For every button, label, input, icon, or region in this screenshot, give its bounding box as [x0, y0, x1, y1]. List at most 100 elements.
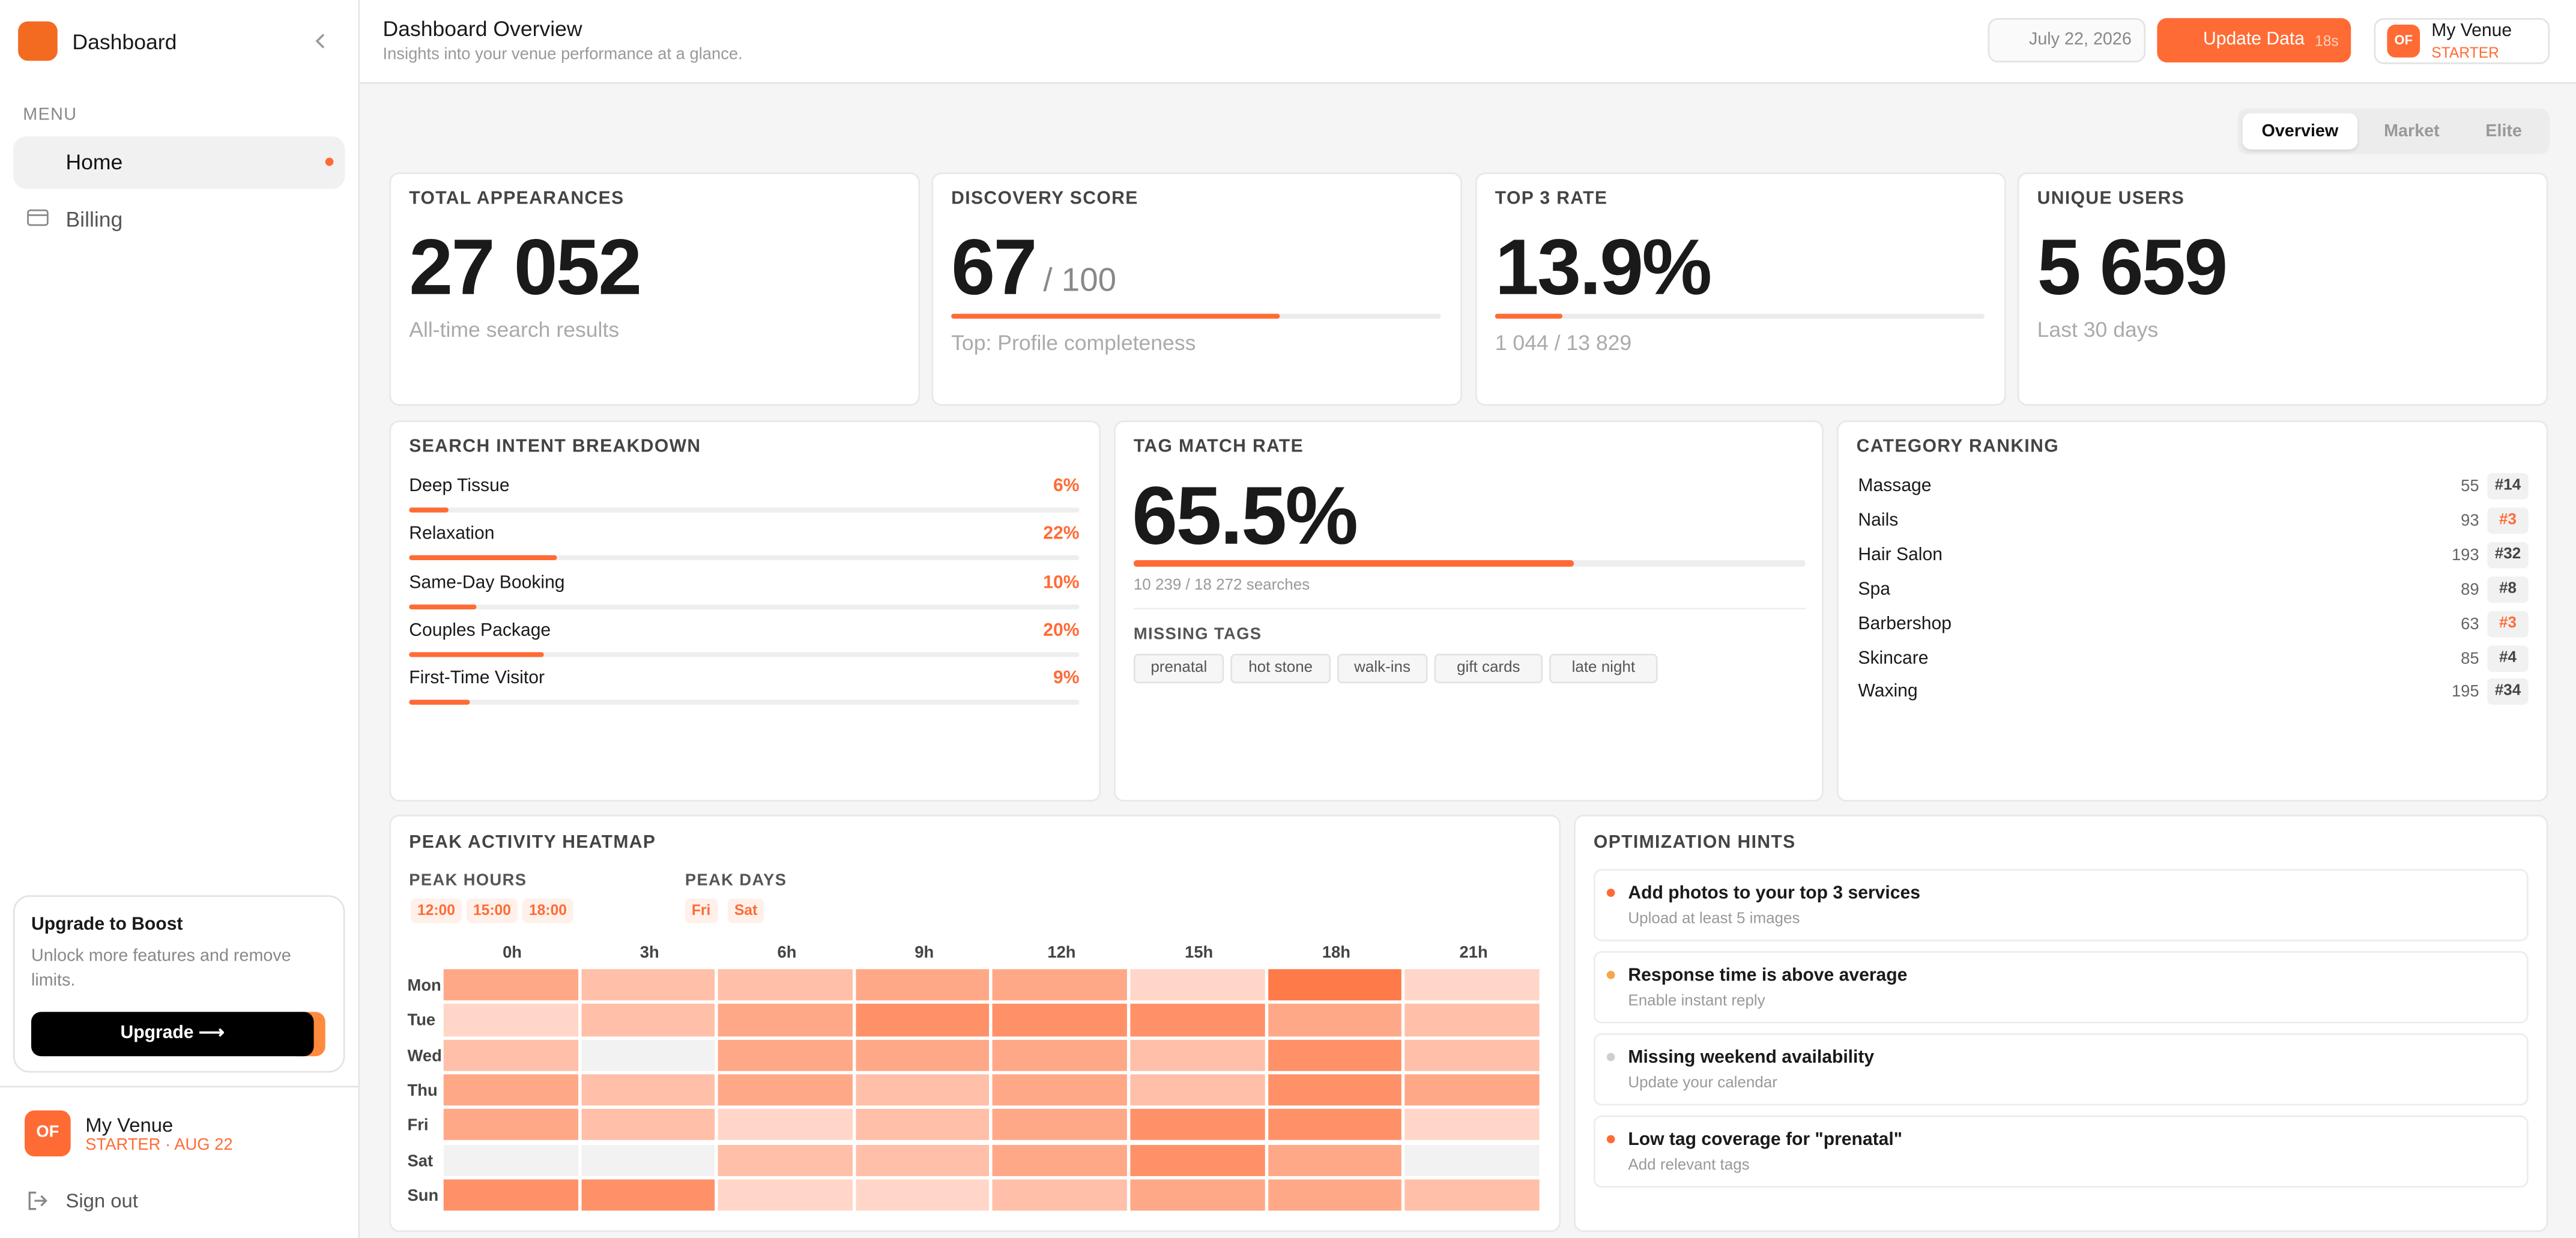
heatmap-cell [1130, 1074, 1265, 1106]
heatmap-cell [993, 1179, 1127, 1211]
intent-track [409, 555, 1080, 561]
heatmap-cell [443, 1144, 578, 1176]
hour-label: 3h [639, 944, 659, 963]
venue-pill [2374, 18, 2550, 64]
hint-card [1593, 951, 2529, 1024]
peak-chip: 15:00 [467, 898, 518, 923]
heatmap-cell [581, 1144, 715, 1176]
heatmap-cell [855, 1039, 990, 1071]
heatmap-cell [855, 1144, 990, 1176]
kpi-title: TOP 3 RATE [1495, 189, 1608, 209]
menu-item[interactable]: Billing [65, 207, 123, 232]
kpi-value: 27 052 [409, 225, 642, 312]
update-button[interactable] [2157, 18, 2351, 62]
peak-chip: 12:00 [411, 898, 462, 923]
category-rank: #34 [2487, 679, 2529, 705]
heatmap-cell [1130, 1004, 1265, 1036]
collapse-icon[interactable] [312, 31, 328, 51]
heatmap-cell [1130, 969, 1265, 1001]
intent-track [409, 507, 1080, 513]
tag-chip: walk-ins [1337, 653, 1428, 684]
hint-dot [1606, 889, 1615, 897]
category-name: Spa [1858, 579, 1890, 599]
logo [18, 21, 58, 61]
heatmap-cell [855, 1179, 990, 1211]
hint-sub: Enable instant reply [1628, 992, 1765, 1010]
tab[interactable]: Market [2384, 121, 2440, 142]
heatmap-cell [718, 1109, 853, 1141]
signout-icon[interactable] [26, 1189, 49, 1212]
kpi-card [931, 172, 1463, 406]
intent-track [409, 651, 1080, 657]
heatmap-cell [1268, 1039, 1402, 1071]
upgrade-button[interactable]: Upgrade ⟶ [31, 1012, 314, 1057]
update-text[interactable]: Update Data [2203, 29, 2305, 50]
menu-item[interactable]: Home [65, 149, 123, 175]
category-score: 63 [2461, 615, 2479, 633]
heatmap-cell [993, 1074, 1127, 1106]
heatmap-cell [1130, 1179, 1265, 1211]
venue-name[interactable]: My Venue [2431, 21, 2512, 41]
category-score: 193 [2451, 546, 2479, 565]
category-score: 55 [2461, 478, 2479, 497]
billing-icon [27, 209, 49, 226]
category-rank: #4 [2487, 644, 2529, 671]
kpi-card [1475, 172, 2006, 406]
kpi-note: All-time search results [409, 317, 620, 342]
intent-value: 22% [1043, 524, 1080, 545]
intent-name: Same-Day Booking [409, 572, 565, 593]
heatmap-cell [718, 969, 853, 1001]
kpi-card [2017, 172, 2548, 406]
tag-value: 65.5% [1132, 470, 1358, 562]
card-title: TAG MATCH RATE [1133, 436, 1304, 457]
heatmap-cell [993, 1109, 1127, 1141]
hint-card [1593, 869, 2529, 941]
hint-dot [1606, 1052, 1615, 1061]
category-name: Skincare [1858, 648, 1929, 668]
sign-out[interactable]: Sign out [65, 1189, 138, 1213]
tag-note: 10 239 / 18 272 searches [1133, 576, 1310, 595]
intent-bar [409, 603, 476, 609]
heatmap-cell [718, 1004, 853, 1036]
heatmap-cell [581, 1074, 715, 1106]
date-text[interactable]: July 22, 2026 [2028, 29, 2132, 50]
hour-label: 12h [1047, 944, 1076, 963]
avatar: OF [25, 1110, 71, 1157]
venue-avatar: OF [2387, 25, 2420, 58]
category-rank: #3 [2487, 610, 2529, 637]
heatmap-cell [581, 1179, 715, 1211]
heatmap-cell [443, 969, 578, 1001]
card [1836, 420, 2548, 802]
heatmap-cell [581, 1039, 715, 1071]
progress-bar [951, 313, 1280, 319]
day-label: Sun [407, 1187, 439, 1206]
account-plan: STARTER · AUG 22 [85, 1137, 233, 1155]
tab[interactable]: Overview [2261, 121, 2339, 142]
tab[interactable]: Elite [2485, 121, 2523, 142]
hint-title: Low tag coverage for "prenatal" [1628, 1130, 1903, 1150]
heatmap-cell [1268, 1179, 1402, 1211]
peak-chip: Sat [728, 898, 764, 923]
tab-active-bg [2242, 113, 2358, 149]
peak-days-label: PEAK DAYS [685, 872, 787, 890]
heatmap-cell [718, 1179, 853, 1211]
heatmap-cell [855, 1074, 990, 1106]
heatmap-cell [443, 1004, 578, 1036]
peak-chip: Fri [685, 898, 718, 923]
heatmap-cell [1268, 1074, 1402, 1106]
day-label: Wed [407, 1047, 442, 1066]
heatmap-cell [443, 1074, 578, 1106]
heatmap-cell [993, 1004, 1127, 1036]
heatmap-cell [718, 1039, 853, 1071]
category-name: Massage [1858, 476, 1932, 497]
hour-label: 21h [1459, 944, 1488, 963]
hint-dot [1606, 970, 1615, 979]
account-name[interactable]: My Venue [85, 1114, 174, 1137]
tag-chip: prenatal [1133, 653, 1224, 684]
heatmap-cell [443, 1179, 578, 1211]
heatmap-cell [1268, 969, 1402, 1001]
day-label: Thu [407, 1082, 438, 1101]
category-score: 85 [2461, 650, 2479, 668]
hour-label: 9h [915, 944, 934, 963]
